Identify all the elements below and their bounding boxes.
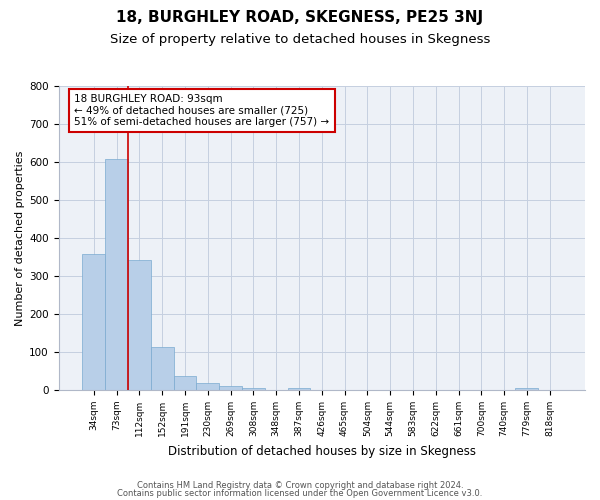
Y-axis label: Number of detached properties: Number of detached properties: [15, 150, 25, 326]
Bar: [219, 386, 242, 390]
Text: 18 BURGHLEY ROAD: 93sqm
← 49% of detached houses are smaller (725)
51% of semi-d: 18 BURGHLEY ROAD: 93sqm ← 49% of detache…: [74, 94, 329, 128]
Bar: [151, 347, 173, 390]
Text: Contains HM Land Registry data © Crown copyright and database right 2024.: Contains HM Land Registry data © Crown c…: [137, 481, 463, 490]
X-axis label: Distribution of detached houses by size in Skegness: Distribution of detached houses by size …: [168, 444, 476, 458]
Bar: [242, 388, 265, 390]
Bar: [173, 376, 196, 390]
Bar: [515, 388, 538, 390]
Text: 18, BURGHLEY ROAD, SKEGNESS, PE25 3NJ: 18, BURGHLEY ROAD, SKEGNESS, PE25 3NJ: [116, 10, 484, 25]
Bar: [82, 254, 105, 390]
Bar: [287, 388, 310, 390]
Text: Size of property relative to detached houses in Skegness: Size of property relative to detached ho…: [110, 32, 490, 46]
Text: Contains public sector information licensed under the Open Government Licence v3: Contains public sector information licen…: [118, 488, 482, 498]
Bar: [196, 383, 219, 390]
Bar: [105, 158, 128, 390]
Bar: [128, 260, 151, 390]
